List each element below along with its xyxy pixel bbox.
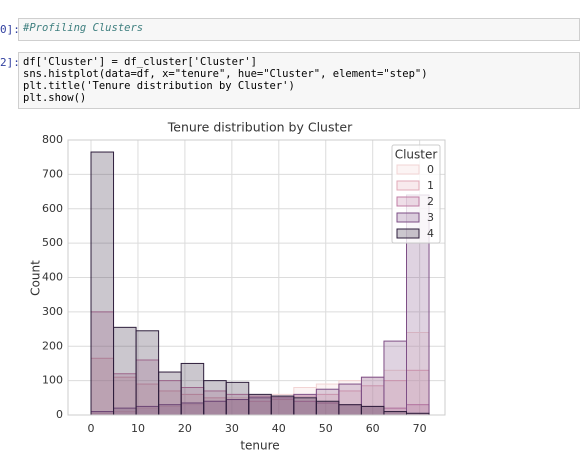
chart: Tenure distribution by Cluster tenure Co… (29, 120, 446, 453)
x-tick-label: 70 (413, 422, 427, 435)
cell-prompt: 2]: (0, 56, 20, 69)
x-tick-label: 40 (272, 422, 286, 435)
y-tick-label: 400 (42, 271, 63, 284)
legend-swatch (396, 180, 420, 191)
histogram-bar (383, 411, 408, 416)
plot-frame (67, 139, 446, 416)
histogram-bar (383, 340, 408, 416)
code-line: #Profiling Clusters (23, 22, 144, 34)
histogram-bar (360, 405, 385, 416)
histogram-bar (338, 404, 362, 416)
x-tick-label: 60 (366, 422, 380, 435)
y-tick-label: 0 (56, 408, 63, 421)
x-tick-label: 0 (88, 422, 95, 435)
legend-label: 4 (427, 227, 434, 240)
legend-swatch (396, 196, 420, 207)
legend-label: 1 (427, 179, 434, 192)
code-line: df['Cluster'] = df_cluster['Cluster'] (23, 56, 257, 68)
y-tick-label: 800 (42, 133, 63, 146)
y-tick-label: 500 (42, 236, 63, 249)
y-tick-label: 100 (42, 374, 63, 387)
legend-swatch (396, 164, 420, 175)
histogram-bar (315, 400, 340, 416)
histogram-bar (248, 393, 272, 416)
histogram-bar (90, 151, 115, 416)
y-tick-label: 700 (42, 167, 63, 180)
histogram-bar (270, 395, 295, 416)
y-tick-label: 200 (42, 339, 63, 352)
legend-swatch (396, 212, 420, 223)
x-tick-label: 20 (178, 422, 192, 435)
cell-prompt: 0]: (0, 23, 20, 36)
histogram-bar (135, 330, 160, 416)
code-line: plt.show() (23, 92, 87, 104)
code-cell[interactable]: #Profiling Clusters (18, 18, 580, 41)
histogram-bar (203, 380, 227, 416)
y-tick-label: 600 (42, 202, 63, 215)
legend-box (391, 144, 441, 244)
x-tick-label: 50 (319, 422, 333, 435)
code-cell[interactable]: df['Cluster'] = df_cluster['Cluster'] sn… (18, 52, 580, 109)
legend-label: 0 (427, 163, 434, 176)
histogram-bar (180, 362, 205, 416)
legend-title: Cluster (395, 148, 438, 162)
x-axis-label: tenure (240, 439, 279, 453)
histogram-bar (113, 326, 137, 416)
y-tick-label: 300 (42, 305, 63, 318)
x-tick-label: 10 (131, 422, 145, 435)
legend-label: 3 (427, 211, 434, 224)
code-line: sns.histplot(data=df, x="tenure", hue="C… (23, 68, 428, 80)
histogram-bar (225, 381, 250, 416)
legend-label: 2 (427, 195, 434, 208)
histogram-bar (293, 397, 317, 416)
histogram-bar (158, 371, 182, 416)
chart-title: Tenure distribution by Cluster (167, 120, 353, 135)
legend-swatch (396, 228, 420, 239)
code-line: plt.title('Tenure distribution by Cluste… (23, 80, 295, 92)
x-tick-label: 30 (225, 422, 239, 435)
y-axis-label: Count (29, 260, 43, 296)
